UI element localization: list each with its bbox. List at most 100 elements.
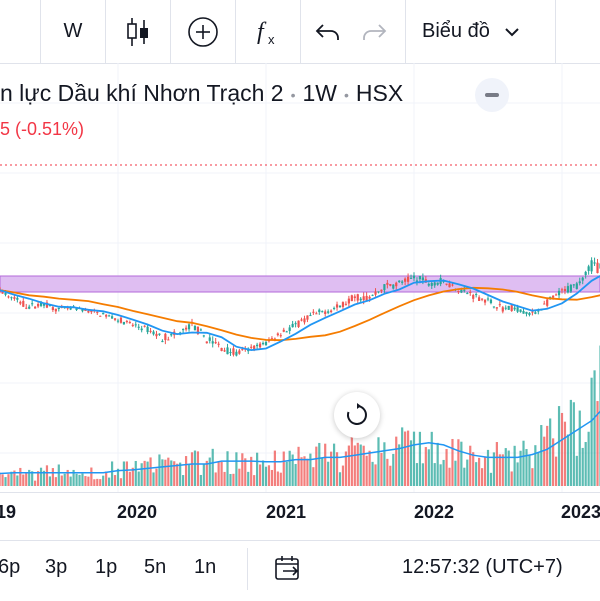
volume-bar: [312, 467, 315, 486]
volume-bar: [359, 444, 362, 486]
legend-separator: •: [290, 86, 296, 103]
timezone-clock[interactable]: 12:57:32 (UTC+7): [402, 556, 563, 578]
interval-button[interactable]: W: [41, 0, 105, 63]
volume-bar: [261, 460, 265, 486]
candle-body: [113, 318, 117, 320]
add-compare-button[interactable]: [171, 0, 235, 63]
candle-body: [584, 271, 587, 275]
volume-bar: [389, 465, 392, 486]
volume-bar: [96, 478, 99, 486]
volume-bar: [552, 438, 555, 486]
candle-body: [478, 297, 481, 301]
volume-bar: [1, 474, 4, 486]
goto-date-button[interactable]: [273, 553, 303, 588]
redo-button[interactable]: [352, 0, 396, 63]
volume-bar: [19, 467, 22, 486]
volume-bar: [498, 454, 501, 486]
chart-style-button[interactable]: [106, 0, 170, 63]
volume-bar: [22, 474, 25, 486]
volume-bar: [108, 477, 111, 486]
candle-body: [312, 311, 315, 313]
candle-body: [182, 329, 185, 331]
volume-bar: [31, 471, 34, 486]
volume-bar: [128, 471, 131, 486]
volume-bar: [140, 463, 143, 486]
volume-bar: [264, 466, 268, 486]
candle-body: [578, 281, 581, 284]
candle-body: [552, 295, 555, 298]
candle-body: [125, 321, 128, 323]
candle-body: [581, 277, 584, 281]
time-axis-label: 2023: [561, 502, 600, 522]
volume-bar: [584, 441, 587, 486]
volume-bar: [332, 443, 336, 486]
volume-bar: [7, 474, 10, 486]
reset-chart-button[interactable]: [334, 392, 380, 438]
volume-bar: [116, 468, 120, 486]
volume-bar: [492, 452, 496, 486]
volume-bar: [543, 436, 546, 486]
price-change: 5 (-0.51%): [0, 119, 85, 139]
volume-bar: [380, 452, 383, 486]
volume-bar: [99, 479, 102, 486]
candle-body: [10, 297, 13, 299]
candle-body: [554, 294, 558, 296]
candle-body: [69, 307, 72, 310]
volume-bar: [371, 461, 374, 486]
candle-body: [528, 312, 531, 315]
candle-body: [492, 306, 496, 308]
volume-bar: [131, 467, 134, 486]
volume-bar: [258, 464, 262, 486]
candle-body: [430, 282, 433, 286]
volume-bar: [596, 401, 599, 486]
volume-bar: [522, 440, 525, 486]
candle-body: [87, 310, 90, 313]
volume-bar: [214, 472, 217, 486]
candle-body: [25, 307, 28, 309]
volume-bar: [406, 430, 410, 486]
undo-icon: [315, 23, 339, 40]
candle-body: [368, 296, 371, 299]
volume-bar: [149, 457, 152, 486]
candle-body: [347, 298, 350, 304]
candle-body: [137, 326, 140, 328]
chart-type-dropdown[interactable]: Biểu đồ: [406, 0, 600, 63]
range-button[interactable]: 3p: [45, 556, 68, 578]
candle-body: [483, 299, 487, 303]
range-button[interactable]: 6p: [0, 556, 21, 578]
volume-bar: [412, 431, 416, 486]
volume-bar: [81, 473, 84, 486]
candle-body: [300, 319, 303, 321]
redo-icon: [363, 23, 387, 40]
volume-bar: [105, 471, 108, 486]
volume-bar: [483, 457, 487, 486]
volume-bar: [501, 454, 504, 486]
svg-text:f: f: [257, 19, 267, 45]
range-button[interactable]: 1p: [95, 556, 118, 578]
undo-button[interactable]: [306, 0, 350, 63]
volume-bar: [486, 449, 490, 486]
indicators-button[interactable]: f x: [236, 0, 300, 63]
candle-body: [386, 282, 389, 285]
volume-bar: [439, 464, 442, 486]
volume-bar: [164, 459, 167, 486]
volume-bar: [377, 437, 380, 486]
candle-body: [256, 344, 259, 347]
chevron-down-icon: [505, 27, 519, 36]
range-button[interactable]: 1n: [194, 556, 217, 578]
candle-body: [353, 296, 356, 299]
volume-bar: [528, 455, 531, 486]
legend-collapse-button[interactable]: [475, 78, 509, 112]
volume-bar: [54, 477, 57, 486]
volume-bar: [187, 464, 191, 486]
candle-body: [513, 307, 516, 310]
volume-bar: [575, 455, 578, 486]
ma-slow-line: [0, 286, 600, 342]
candle-body: [184, 327, 188, 330]
volume-bar: [102, 475, 105, 486]
candle-body: [460, 290, 463, 293]
candle-body: [557, 290, 561, 296]
range-button[interactable]: 5n: [144, 556, 167, 578]
volume-bar: [241, 453, 244, 486]
price-chart[interactable]: [0, 63, 600, 493]
